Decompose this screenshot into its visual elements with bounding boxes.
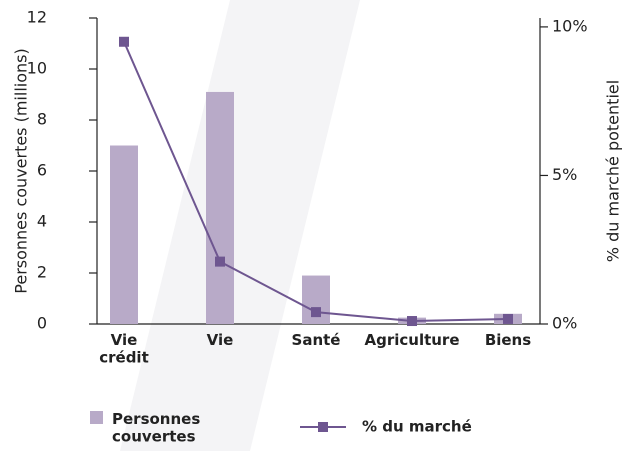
y-tick-label: 0 <box>37 314 47 333</box>
line-marker <box>119 36 129 47</box>
y2-tick-label: 10% <box>552 16 588 35</box>
x-tick-label: Agriculture <box>364 331 459 349</box>
bar <box>206 91 234 324</box>
line-marker <box>503 313 513 324</box>
x-tick-label: Vie crédit <box>99 331 149 366</box>
y-tick-label: 8 <box>37 110 47 129</box>
y-axis-label: Personnes couvertes (millions) <box>12 48 31 293</box>
x-tick-label: Biens <box>485 331 531 349</box>
legend-label: % du marché <box>362 418 472 436</box>
legend-swatch <box>90 411 103 424</box>
bar <box>110 145 138 324</box>
y-tick-label: 10 <box>27 59 47 78</box>
y2-axis-label: % du marché potentiel <box>604 80 623 262</box>
line-marker <box>311 307 321 318</box>
legend-label: Personnes couvertes <box>112 410 200 445</box>
background-shape <box>120 0 360 451</box>
y2-tick-label: 5% <box>552 165 577 184</box>
legend-marker <box>318 422 328 432</box>
y-tick-label: 2 <box>37 263 47 282</box>
x-tick-label: Santé <box>292 331 341 349</box>
line-marker <box>407 316 417 327</box>
y-tick-label: 12 <box>27 8 47 27</box>
y2-tick-label: 0% <box>552 314 577 333</box>
x-tick-label: Vie <box>207 331 234 349</box>
y-tick-label: 4 <box>37 212 47 231</box>
y-tick-label: 6 <box>37 161 47 180</box>
line-marker <box>215 256 225 267</box>
